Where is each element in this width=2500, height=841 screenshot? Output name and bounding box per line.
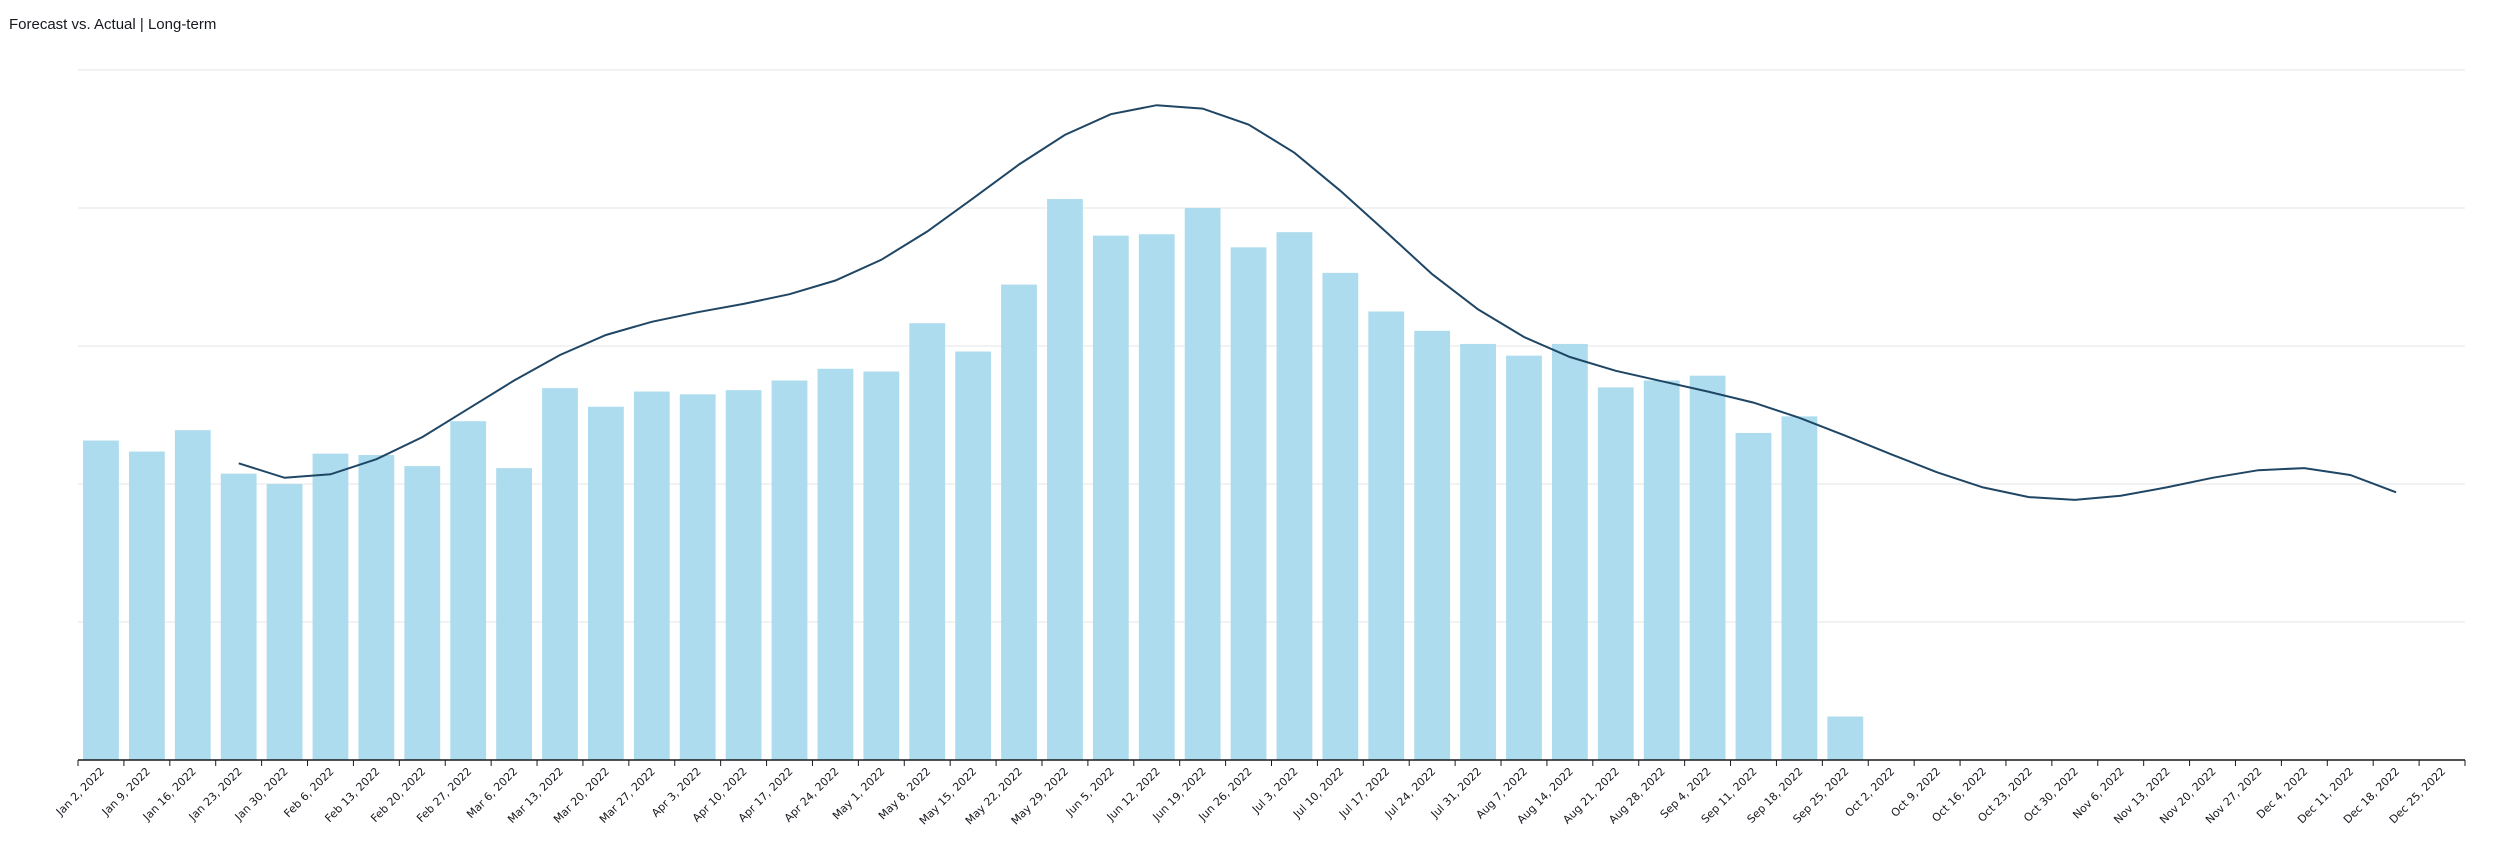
bar bbox=[542, 388, 578, 760]
bar bbox=[1735, 432, 1772, 760]
bar bbox=[1047, 199, 1083, 760]
bar bbox=[358, 455, 395, 760]
bar bbox=[404, 466, 441, 760]
bar bbox=[771, 380, 808, 760]
bar bbox=[863, 371, 900, 760]
forecast-series bbox=[238, 104, 2397, 501]
bar bbox=[725, 390, 762, 760]
bar bbox=[1643, 380, 1680, 760]
chart-title: Forecast vs. Actual | Long-term bbox=[9, 16, 217, 33]
x-tick-label: Jan 2, 2022 bbox=[53, 765, 107, 819]
bar bbox=[1230, 247, 1267, 760]
bar bbox=[909, 323, 946, 760]
gridlines bbox=[78, 69, 2465, 623]
bar bbox=[83, 440, 119, 760]
bar bbox=[1781, 416, 1818, 760]
bar bbox=[312, 453, 349, 760]
bar bbox=[1001, 284, 1037, 760]
bar bbox=[1460, 343, 1496, 760]
bar bbox=[1138, 234, 1175, 761]
bar bbox=[1368, 311, 1405, 760]
bar bbox=[1276, 232, 1313, 760]
bar bbox=[1551, 343, 1588, 760]
bar bbox=[1322, 272, 1359, 760]
bar bbox=[955, 351, 992, 760]
bar bbox=[1597, 387, 1634, 760]
bar bbox=[174, 430, 211, 760]
bar bbox=[128, 451, 165, 760]
bar bbox=[1827, 716, 1864, 760]
bar bbox=[1414, 330, 1451, 760]
bar bbox=[633, 391, 670, 760]
bar bbox=[1506, 355, 1542, 760]
bar bbox=[220, 473, 257, 760]
bar bbox=[450, 421, 487, 760]
bar bbox=[1184, 208, 1221, 760]
forecast-line bbox=[238, 104, 2397, 501]
bar bbox=[679, 394, 716, 760]
bar bbox=[1689, 375, 1726, 760]
bar bbox=[587, 406, 624, 760]
bar bbox=[1092, 235, 1129, 761]
bar bbox=[496, 468, 532, 760]
bar bbox=[266, 484, 303, 760]
bar-series bbox=[83, 199, 1864, 761]
bar bbox=[817, 368, 854, 760]
